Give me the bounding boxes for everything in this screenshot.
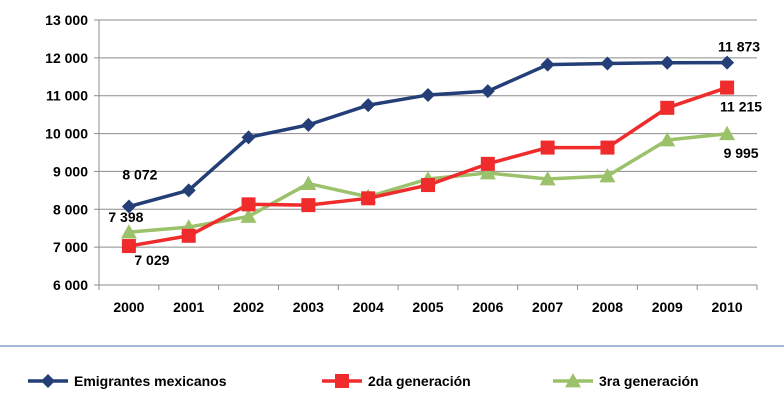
y-tick-labels: 6 000 7 000 8 000 9 000 10 000 11 000 12 000 13…: [45, 12, 88, 293]
data-point: [241, 130, 256, 145]
x-tick-label: 2009: [652, 299, 683, 315]
x-tick-label: 2000: [113, 299, 144, 315]
data-point: [720, 80, 735, 95]
data-point: [300, 175, 317, 190]
data-point: [361, 98, 376, 113]
x-tick-labels: 2000 2001 2002 2003 2004 2005 2006 2007 2008 2009…: [113, 299, 743, 315]
data-point: [121, 199, 136, 214]
x-tick-label: 2006: [472, 299, 503, 315]
data-point: [479, 164, 496, 180]
data-point: [540, 140, 555, 155]
x-tick-label: 2008: [592, 299, 623, 315]
data-point: [301, 198, 316, 213]
data-point: [421, 87, 435, 102]
data-label: 9 995: [724, 145, 759, 161]
data-label: 11 215: [720, 99, 762, 115]
y-tick-label: 6 000: [53, 277, 88, 293]
x-tick-label: 2003: [293, 299, 324, 315]
data-point: [421, 178, 435, 193]
gridlines: [99, 19, 757, 248]
data-label: 11 873: [718, 39, 760, 55]
data-label: 8 072: [122, 167, 157, 183]
x-tick-label: 2002: [233, 299, 264, 315]
data-point: [660, 55, 675, 70]
data-point: [241, 197, 256, 212]
y-tick-label: 13 000: [45, 12, 88, 28]
y-tick-label: 9 000: [53, 163, 88, 179]
data-label: 7 398: [108, 209, 143, 225]
data-point: [181, 183, 196, 198]
x-tick-label: 2004: [353, 299, 384, 315]
legend-label: 2da generación: [368, 373, 471, 389]
legend-marker: [41, 374, 55, 388]
legend-marker: [565, 373, 581, 388]
data-point: [301, 117, 316, 132]
data-point: [600, 56, 615, 71]
data-point: [361, 191, 376, 206]
legend-label: 3ra generación: [599, 373, 699, 389]
data-point: [659, 132, 676, 147]
data-point: [121, 239, 136, 254]
x-tick-label: 2005: [412, 299, 443, 315]
data-point: [480, 156, 495, 171]
y-tick-label: 7 000: [53, 239, 88, 255]
y-tick-label: 8 000: [53, 201, 88, 217]
data-point: [599, 167, 616, 183]
data-point: [719, 125, 736, 141]
x-tick-label: 2010: [712, 299, 743, 315]
x-tick-label: 2007: [532, 299, 563, 315]
legend-label: Emigrantes mexicanos: [74, 373, 227, 389]
y-tick-label: 11 000: [46, 88, 88, 104]
data-point: [181, 228, 196, 243]
data-point: [540, 57, 555, 72]
y-tick-label: 10 000: [45, 126, 88, 142]
y-tick-label: 12 000: [45, 50, 88, 66]
data-point: [120, 224, 137, 239]
data-point: [480, 84, 495, 99]
data-point: [660, 100, 675, 115]
series-group: [120, 55, 736, 254]
legend: Emigrantes mexicanos 2da generación 3ra ge…: [28, 373, 699, 389]
x-tick-label: 2001: [173, 299, 204, 315]
data-point: [240, 208, 257, 223]
data-point: [600, 140, 615, 155]
data-labels: 8 072 11 873 7 029 11 215 7 398 9 995: [108, 39, 762, 268]
legend-marker: [335, 374, 349, 388]
data-point: [720, 55, 735, 70]
data-label: 7 029: [134, 252, 169, 268]
data-point: [539, 171, 556, 186]
axes: [94, 19, 758, 290]
